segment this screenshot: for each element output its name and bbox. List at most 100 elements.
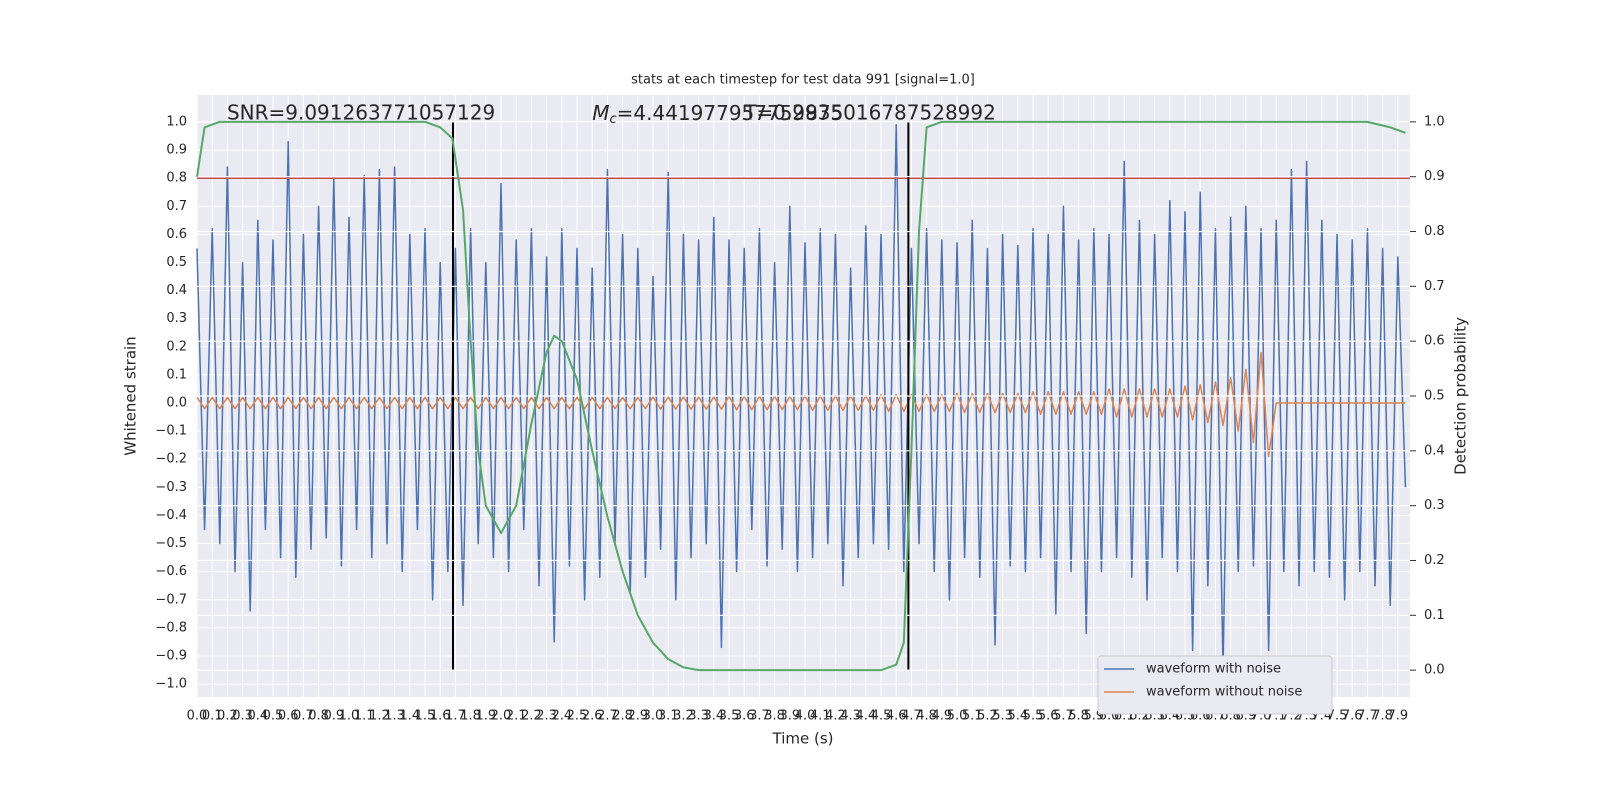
x-tick-label: 2.6 bbox=[582, 709, 603, 724]
x-tick-label: 7.9 bbox=[1387, 709, 1408, 724]
x-tick-label: 5.8 bbox=[1068, 709, 1089, 724]
y-tick-label: −1.0 bbox=[155, 677, 187, 692]
y-tick-label: 1.0 bbox=[166, 114, 187, 129]
x-tick-label: 5.7 bbox=[1053, 709, 1074, 724]
x-tick-label: 0.9 bbox=[323, 709, 344, 724]
x-tick-label: 3.7 bbox=[749, 709, 770, 724]
y2-tick-label: 0.7 bbox=[1424, 279, 1445, 294]
y-tick-label: −0.3 bbox=[155, 480, 187, 495]
x-tick-label: 1.5 bbox=[415, 709, 436, 724]
y-tick-label: −0.2 bbox=[155, 452, 187, 467]
x-tick-label: 5.4 bbox=[1007, 709, 1028, 724]
x-tick-label: 4.4 bbox=[855, 709, 876, 724]
x-tick-label: 2.9 bbox=[627, 709, 648, 724]
x-tick-label: 0.1 bbox=[202, 709, 223, 724]
x-tick-label: 1.4 bbox=[399, 709, 420, 724]
annotation: SNR=9.091263771057129 bbox=[227, 101, 495, 125]
x-tick-label: 3.1 bbox=[658, 709, 679, 724]
y-axis-label: Whitened strain bbox=[122, 336, 140, 455]
x-tick-label: 2.1 bbox=[506, 709, 527, 724]
x-tick-label: 3.4 bbox=[703, 709, 724, 724]
y2-tick-label: 0.3 bbox=[1424, 498, 1445, 513]
x-axis-label: Time (s) bbox=[772, 730, 834, 748]
y-tick-label: 0.6 bbox=[166, 227, 187, 242]
x-tick-label: 1.0 bbox=[339, 709, 360, 724]
x-tick-label: 0.6 bbox=[278, 709, 299, 724]
y2-tick-label: 0.4 bbox=[1424, 443, 1445, 458]
x-tick-label: 4.8 bbox=[916, 709, 937, 724]
x-tick-label: 4.3 bbox=[840, 709, 861, 724]
x-tick-label: 4.0 bbox=[795, 709, 816, 724]
chart-title: stats at each timestep for test data 991… bbox=[631, 73, 975, 88]
y-tick-label: 0.3 bbox=[166, 311, 187, 326]
y-tick-label: 0.7 bbox=[166, 199, 187, 214]
y-tick-label: 0.4 bbox=[166, 283, 187, 298]
annotation: T=0.2935016787528992 bbox=[743, 101, 996, 125]
y2-tick-label: 0.6 bbox=[1424, 334, 1445, 349]
x-tick-label: 0.3 bbox=[232, 709, 253, 724]
y-tick-label: −0.8 bbox=[155, 620, 187, 635]
x-tick-label: 3.3 bbox=[688, 709, 709, 724]
y-tick-label: 0.9 bbox=[166, 143, 187, 158]
x-tick-label: 5.5 bbox=[1023, 709, 1044, 724]
x-tick-label: 1.8 bbox=[460, 709, 481, 724]
y-tick-label: −0.9 bbox=[155, 648, 187, 663]
x-tick-label: 2.2 bbox=[521, 709, 542, 724]
x-tick-label: 4.9 bbox=[931, 709, 952, 724]
y2-tick-label: 0.2 bbox=[1424, 553, 1445, 568]
y2-tick-label: 1.0 bbox=[1424, 114, 1445, 129]
x-tick-label: 1.2 bbox=[369, 709, 390, 724]
y2-tick-label: 0.0 bbox=[1424, 663, 1445, 678]
x-tick-label: 1.1 bbox=[354, 709, 375, 724]
annotation-subscript: c bbox=[609, 112, 616, 127]
x-tick-label: 5.0 bbox=[947, 709, 968, 724]
x-tick-label: 1.7 bbox=[445, 709, 466, 724]
x-tick-label: 3.8 bbox=[764, 709, 785, 724]
x-tick-label: 7.6 bbox=[1342, 709, 1363, 724]
y-tick-label: 0.8 bbox=[166, 171, 187, 186]
x-tick-label: 5.1 bbox=[962, 709, 983, 724]
x-tick-label: 4.5 bbox=[871, 709, 892, 724]
x-tick-label: 7.7 bbox=[1357, 709, 1378, 724]
x-tick-label: 3.0 bbox=[643, 709, 664, 724]
y2-axis-label: Detection probability bbox=[1452, 317, 1470, 475]
x-tick-label: 0.2 bbox=[217, 709, 238, 724]
y-tick-label: 0.5 bbox=[166, 255, 187, 270]
x-tick-label: 2.5 bbox=[567, 709, 588, 724]
y-tick-label: 0.1 bbox=[166, 367, 187, 382]
x-tick-label: 1.6 bbox=[430, 709, 451, 724]
x-tick-label: 5.3 bbox=[992, 709, 1013, 724]
x-tick-label: 1.9 bbox=[475, 709, 496, 724]
y-tick-label: −0.7 bbox=[155, 592, 187, 607]
x-tick-label: 0.4 bbox=[247, 709, 268, 724]
x-tick-label: 2.0 bbox=[491, 709, 512, 724]
x-tick-label: 5.6 bbox=[1038, 709, 1059, 724]
y-tick-label: −0.4 bbox=[155, 508, 187, 523]
x-tick-label: 2.3 bbox=[536, 709, 557, 724]
y2-tick-label: 0.9 bbox=[1424, 169, 1445, 184]
y2-tick-label: 0.8 bbox=[1424, 224, 1445, 239]
x-tick-label: 0.5 bbox=[263, 709, 284, 724]
legend-label: waveform without noise bbox=[1146, 685, 1302, 700]
series-line bbox=[196, 120, 1406, 672]
x-tick-label: 3.2 bbox=[673, 709, 694, 724]
x-tick-label: 5.2 bbox=[977, 709, 998, 724]
x-tick-label: 2.7 bbox=[597, 709, 618, 724]
series-line bbox=[196, 124, 1407, 671]
x-tick-label: 4.2 bbox=[825, 709, 846, 724]
x-tick-label: 4.1 bbox=[810, 709, 831, 724]
y-tick-label: −0.1 bbox=[155, 424, 187, 439]
y-tick-label: 0.2 bbox=[166, 339, 187, 354]
x-tick-label: 2.8 bbox=[612, 709, 633, 724]
y-tick-label: −0.6 bbox=[155, 564, 187, 579]
series-line bbox=[196, 351, 1406, 458]
x-tick-label: 4.7 bbox=[901, 709, 922, 724]
y-tick-label: 0.0 bbox=[166, 396, 187, 411]
x-tick-label: 2.4 bbox=[551, 709, 572, 724]
legend-box bbox=[1097, 655, 1333, 715]
x-tick-label: 0.8 bbox=[308, 709, 329, 724]
x-tick-label: 3.5 bbox=[719, 709, 740, 724]
x-tick-label: 7.8 bbox=[1372, 709, 1393, 724]
x-tick-label: 4.6 bbox=[886, 709, 907, 724]
